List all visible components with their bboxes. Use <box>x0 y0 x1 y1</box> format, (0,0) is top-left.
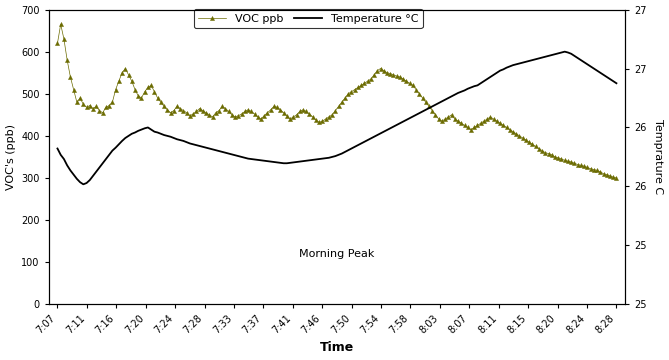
VOC ppb <box>54 41 62 45</box>
Temperature °C <box>357 141 365 146</box>
X-axis label: Time: Time <box>320 341 354 355</box>
Temperature °C <box>60 157 68 161</box>
Temperature °C <box>612 81 620 85</box>
VOC ppb <box>63 58 71 62</box>
Line: VOC ppb: VOC ppb <box>56 22 619 180</box>
Temperature °C <box>561 50 569 54</box>
Temperature °C <box>80 182 88 186</box>
VOC ppb <box>115 79 123 83</box>
Temperature °C <box>54 147 62 151</box>
VOC ppb <box>357 83 365 87</box>
VOC ppb <box>80 102 88 107</box>
VOC ppb <box>57 22 65 26</box>
Temperature °C <box>470 84 478 88</box>
Line: Temperature °C: Temperature °C <box>58 52 616 184</box>
Text: Morning Peak: Morning Peak <box>299 249 375 259</box>
VOC ppb <box>612 176 620 180</box>
Temperature °C <box>425 106 433 110</box>
Legend: VOC ppb, Temperature °C: VOC ppb, Temperature °C <box>193 9 423 28</box>
Temperature °C <box>115 142 123 147</box>
Y-axis label: Temprature C: Temprature C <box>654 120 664 194</box>
Temperature °C <box>76 180 84 184</box>
VOC ppb <box>470 125 478 130</box>
VOC ppb <box>425 104 433 109</box>
Y-axis label: VOC's (ppb): VOC's (ppb) <box>5 124 15 190</box>
